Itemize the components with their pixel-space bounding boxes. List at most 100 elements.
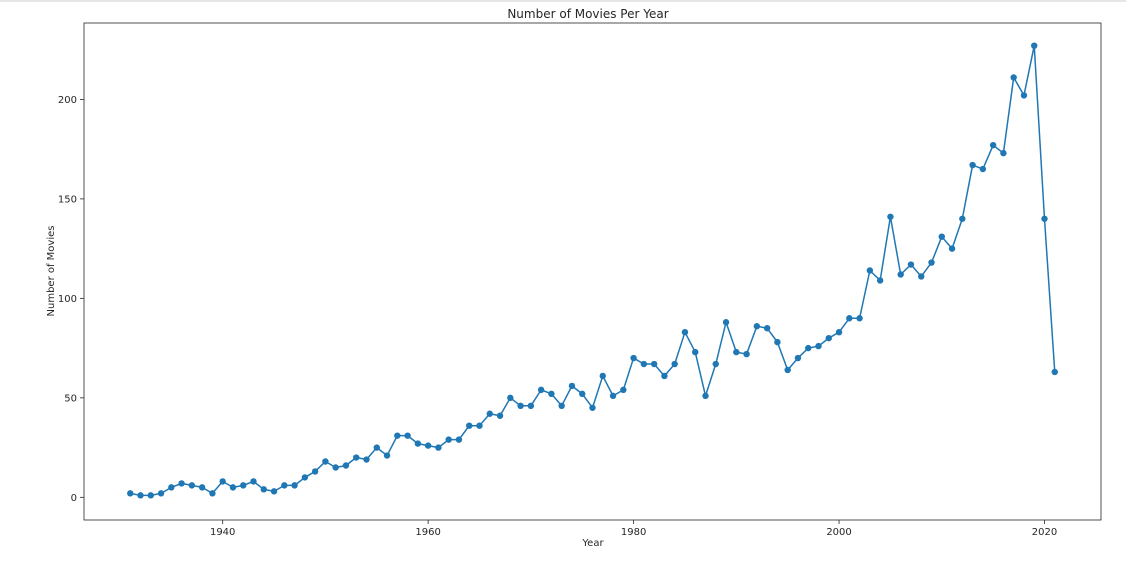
chart-title: Number of Movies Per Year (507, 7, 668, 21)
data-point (969, 161, 976, 169)
data-point (692, 348, 699, 356)
data-point (733, 348, 740, 356)
data-point (887, 213, 894, 220)
data-point (763, 325, 771, 332)
data-point (1051, 368, 1058, 376)
data-point (414, 440, 422, 447)
data-point (383, 452, 391, 459)
data-point (240, 482, 247, 489)
data-point (959, 215, 966, 222)
x-axis-label: Year (581, 538, 604, 549)
y-tick-label: 200 (58, 95, 77, 106)
data-point (363, 456, 370, 463)
x-tick-label: 1940 (210, 527, 235, 538)
x-tick-label: 2000 (826, 527, 851, 538)
y-axis: 0 50 100 150 200 (58, 95, 84, 504)
data-point (897, 271, 904, 278)
data-point (250, 478, 257, 485)
data-point (558, 402, 565, 409)
data-point (640, 360, 648, 368)
data-point (815, 342, 822, 350)
data-point (537, 386, 545, 394)
data-point (568, 382, 576, 390)
data-point (394, 432, 401, 439)
data-point (311, 468, 319, 475)
data-point (209, 490, 216, 497)
data-point (127, 490, 134, 497)
data-point (579, 390, 586, 398)
data-point (137, 492, 144, 499)
data-point (774, 338, 781, 346)
data-point (722, 319, 730, 326)
data-point (938, 233, 945, 240)
data-point (784, 366, 791, 374)
data-point (424, 442, 432, 449)
data-point (301, 474, 309, 481)
data-point (270, 488, 278, 495)
data-point (342, 462, 350, 469)
data-point (918, 273, 925, 280)
data-point (753, 323, 761, 330)
data-point (681, 328, 689, 336)
data-point (702, 392, 709, 400)
data-point (712, 360, 719, 368)
x-axis: 1940 1960 1980 2000 2020 (210, 520, 1057, 538)
data-point (353, 454, 360, 461)
data-point (1000, 149, 1007, 157)
data-point (825, 334, 832, 342)
data-point (332, 464, 339, 471)
data-point (743, 350, 750, 358)
plot-border (83, 22, 1102, 521)
data-point (404, 432, 411, 439)
data-point (907, 261, 915, 268)
data-point (989, 141, 997, 149)
data-point (291, 482, 298, 489)
data-point (599, 372, 606, 380)
data-point (188, 482, 196, 489)
series-line (130, 44, 1056, 497)
data-point (794, 354, 802, 362)
y-tick-label: 150 (58, 194, 77, 205)
y-axis-label: Number of Movies (46, 226, 57, 317)
plot-area (83, 22, 1102, 521)
data-point (835, 328, 843, 336)
data-point (661, 372, 668, 380)
data-point (147, 492, 154, 499)
x-tick-label: 1960 (415, 527, 440, 538)
data-point (1010, 74, 1017, 81)
data-point (548, 390, 555, 398)
data-point (466, 422, 473, 429)
data-point (219, 478, 226, 485)
data-point (178, 480, 185, 487)
data-point (496, 412, 504, 419)
y-tick-label: 0 (71, 493, 77, 504)
data-point (157, 490, 165, 497)
data-point (866, 267, 874, 274)
data-point (455, 436, 463, 443)
data-point (620, 386, 627, 394)
data-point (589, 404, 596, 411)
data-point (435, 444, 442, 451)
data-point (1041, 215, 1048, 222)
data-point (527, 402, 535, 409)
data-point (1020, 92, 1028, 99)
y-tick-label: 50 (64, 393, 77, 404)
data-point (979, 165, 987, 173)
data-point (281, 482, 288, 489)
data-point (609, 392, 617, 400)
x-tick-label: 2020 (1032, 527, 1057, 538)
x-tick-label: 1980 (621, 527, 646, 538)
data-point (805, 344, 812, 352)
data-point (1031, 42, 1038, 49)
data-point (486, 410, 493, 417)
data-point (846, 315, 853, 322)
data-point (445, 436, 452, 443)
data-point (517, 402, 524, 409)
data-point (876, 277, 884, 284)
data-point (507, 394, 514, 402)
data-point (229, 484, 237, 491)
data-point (373, 444, 380, 451)
data-point (928, 259, 935, 266)
data-point (948, 245, 956, 252)
